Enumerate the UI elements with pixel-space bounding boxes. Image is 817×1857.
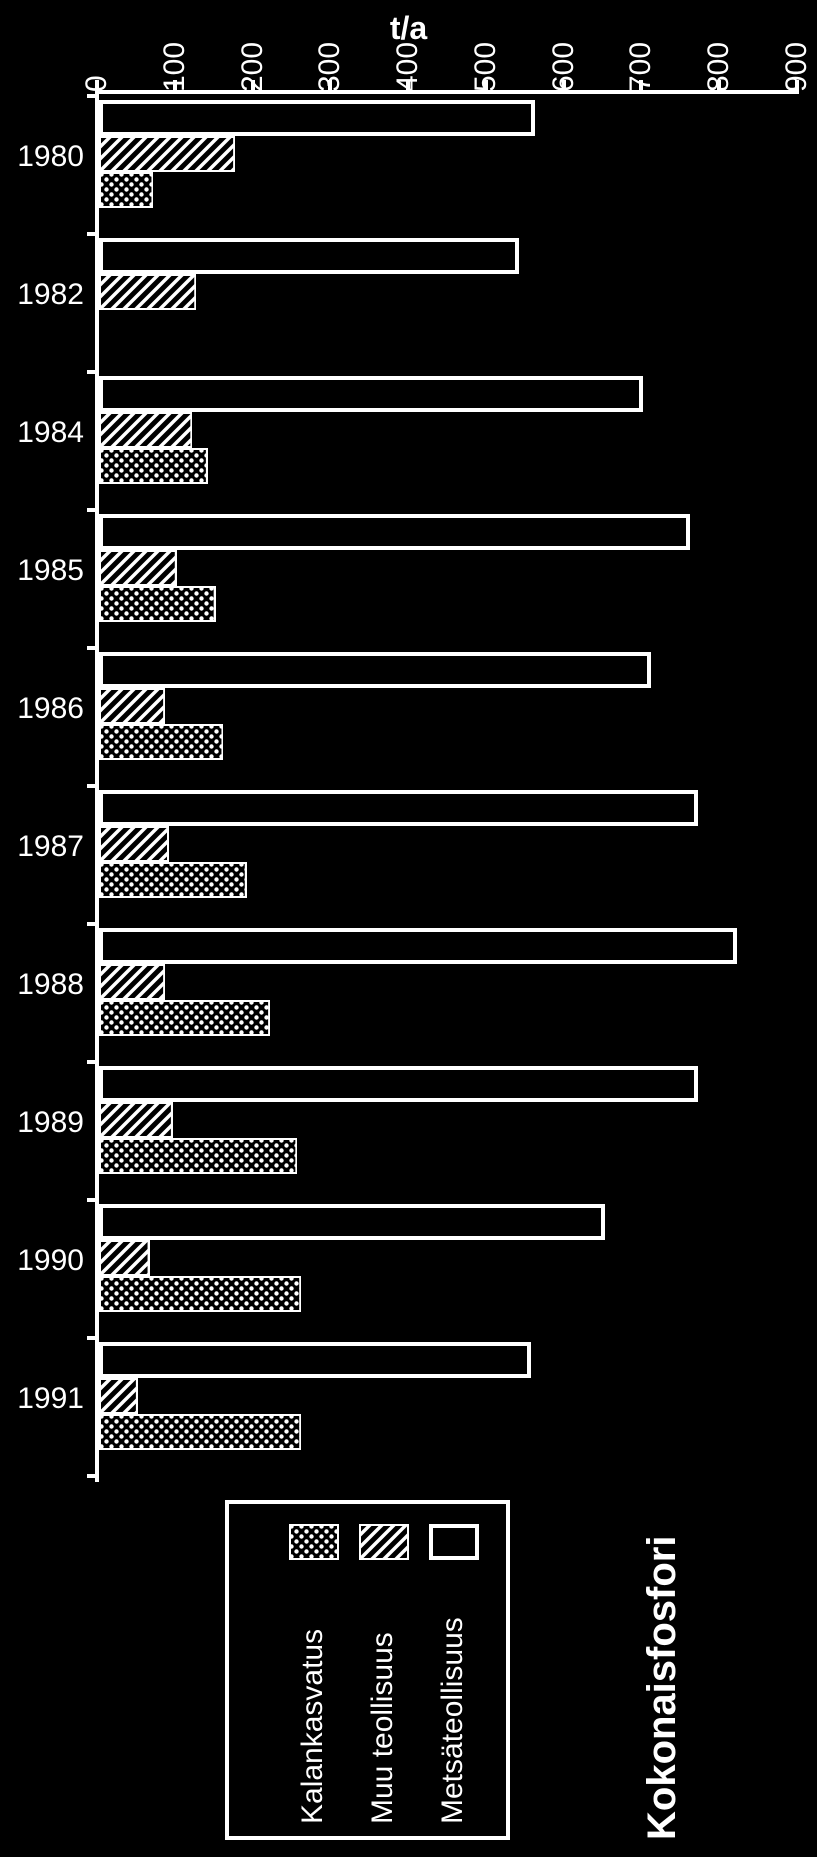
year-label: 1991 (4, 1382, 84, 1416)
bar-muu-teollisuus (99, 550, 177, 586)
year-label: 1990 (4, 1244, 84, 1278)
bar-metsateollisuus (99, 238, 519, 274)
year-label: 1989 (4, 1106, 84, 1140)
legend-swatch-kalankasvatus (289, 1524, 339, 1560)
legend-swatch-metsateollisuus (429, 1524, 479, 1560)
legend-box: Metsäteollisuus Muu teollisuus Kalankasv… (225, 1500, 510, 1840)
bar-muu-teollisuus (99, 964, 165, 1000)
bar-kalankasvatus (99, 1000, 270, 1036)
bar-kalankasvatus (99, 448, 208, 484)
bar-muu-teollisuus (99, 274, 196, 310)
y-tick (87, 784, 99, 788)
year-label: 1985 (4, 554, 84, 588)
y-tick (87, 922, 99, 926)
y-tick (87, 94, 99, 98)
legend-label-metsateollisuus: Metsäteollisuus (436, 1574, 470, 1824)
bar-kalankasvatus (99, 724, 223, 760)
x-tick-label: 800 (702, 32, 736, 92)
x-tick-label: 500 (469, 32, 503, 92)
bar-metsateollisuus (99, 790, 698, 826)
bar-muu-teollisuus (99, 1240, 150, 1276)
bar-metsateollisuus (99, 514, 690, 550)
x-tick-label: 0 (80, 32, 114, 92)
bar-muu-teollisuus (99, 826, 169, 862)
x-tick-label: 400 (391, 32, 425, 92)
x-tick-label: 900 (780, 32, 814, 92)
y-tick (87, 646, 99, 650)
chart-plot-area (95, 90, 795, 1460)
bar-muu-teollisuus (99, 1378, 138, 1414)
legend-label-muu-teollisuus: Muu teollisuus (366, 1574, 400, 1824)
year-label: 1982 (4, 278, 84, 312)
bar-metsateollisuus (99, 928, 737, 964)
bar-muu-teollisuus (99, 1102, 173, 1138)
bar-kalankasvatus (99, 1276, 301, 1312)
y-tick (87, 1474, 99, 1478)
bar-metsateollisuus (99, 652, 651, 688)
bar-muu-teollisuus (99, 688, 165, 724)
bar-muu-teollisuus (99, 136, 235, 172)
bar-metsateollisuus (99, 1204, 605, 1240)
year-label: 1988 (4, 968, 84, 1002)
legend-swatch-muu-teollisuus (359, 1524, 409, 1560)
y-tick (87, 232, 99, 236)
x-tick-label: 200 (236, 32, 270, 92)
bar-metsateollisuus (99, 100, 535, 136)
x-tick-label: 300 (313, 32, 347, 92)
x-tick-label: 700 (624, 32, 658, 92)
bar-metsateollisuus (99, 1066, 698, 1102)
year-label: 1984 (4, 416, 84, 450)
y-tick (87, 1060, 99, 1064)
y-tick (87, 1336, 99, 1340)
legend-label-kalankasvatus: Kalankasvatus (296, 1574, 330, 1824)
bar-metsateollisuus (99, 376, 643, 412)
x-tick-label: 100 (158, 32, 192, 92)
x-tick-label: 600 (547, 32, 581, 92)
y-tick (87, 370, 99, 374)
chart-title: Kokonaisfosfori (640, 1530, 685, 1840)
bar-kalankasvatus (99, 862, 247, 898)
bar-metsateollisuus (99, 1342, 531, 1378)
bar-kalankasvatus (99, 1138, 297, 1174)
year-label: 1987 (4, 830, 84, 864)
bar-kalankasvatus (99, 172, 153, 208)
year-label: 1986 (4, 692, 84, 726)
bar-kalankasvatus (99, 1414, 301, 1450)
bar-muu-teollisuus (99, 412, 192, 448)
y-tick (87, 508, 99, 512)
x-axis-line (95, 90, 795, 94)
year-label: 1980 (4, 140, 84, 174)
bar-kalankasvatus (99, 586, 216, 622)
y-tick (87, 1198, 99, 1202)
